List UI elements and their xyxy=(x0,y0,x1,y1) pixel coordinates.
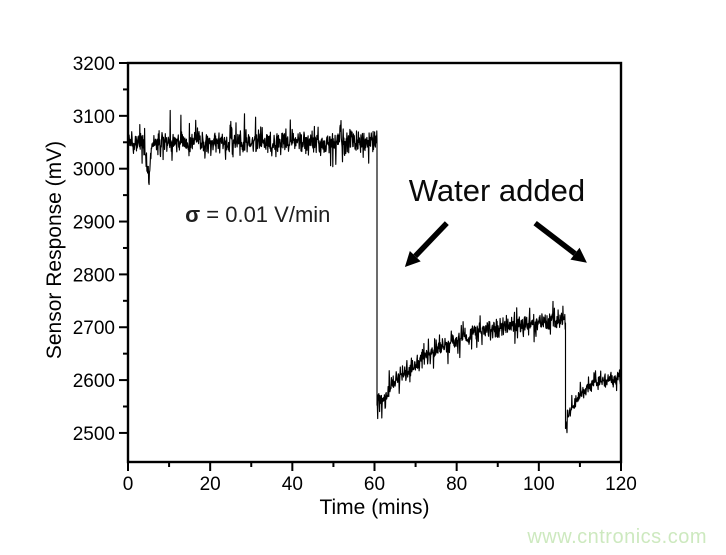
x-axis-title: Time (mins) xyxy=(319,496,429,519)
x-tick-label: 40 xyxy=(282,474,303,495)
sigma-annotation: σ = 0.01 V/min xyxy=(185,202,330,227)
arrow-head xyxy=(570,247,587,263)
y-tick-label: 3100 xyxy=(73,107,115,128)
data-line xyxy=(127,109,622,434)
y-tick-label: 2700 xyxy=(73,318,115,339)
x-tick-label: 100 xyxy=(523,474,555,495)
y-tick-label: 2500 xyxy=(73,424,115,445)
x-tick-label: 80 xyxy=(446,474,467,495)
arrow-shaft xyxy=(413,221,449,259)
x-tick-label: 60 xyxy=(364,474,385,495)
watermark-text: www.cntronics.com xyxy=(527,526,707,548)
arrow-shaft xyxy=(533,220,577,256)
y-tick-label: 3200 xyxy=(73,54,115,75)
y-tick-label: 3000 xyxy=(73,160,115,181)
arrow-head xyxy=(404,250,421,267)
plot-box xyxy=(126,61,623,464)
y-tick-label: 2600 xyxy=(73,371,115,392)
x-tick-label: 120 xyxy=(605,474,637,495)
x-tick-label: 20 xyxy=(200,474,221,495)
x-tick-label: 0 xyxy=(123,474,134,495)
y-tick-label: 2800 xyxy=(73,265,115,286)
y-axis-title: Sensor Response (mV) xyxy=(43,141,66,359)
y-tick-label: 2900 xyxy=(73,213,115,234)
water-added-annotation: Water added xyxy=(409,173,585,208)
